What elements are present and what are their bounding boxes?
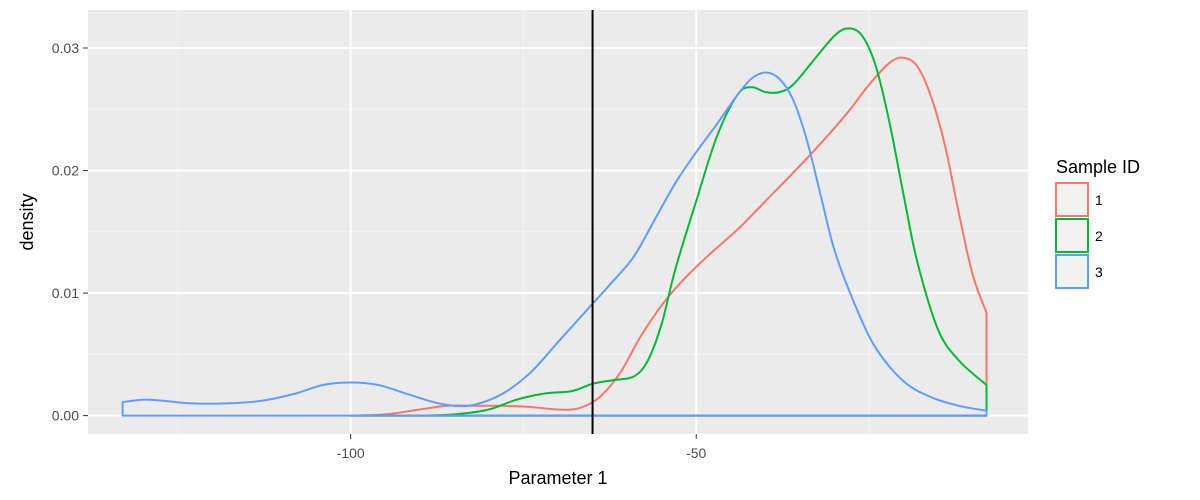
legend-key-series-3 [1055,254,1089,289]
legend-key-series-1 [1055,182,1089,217]
legend-label-series-3: 3 [1095,264,1103,280]
legend-title: Sample ID [1056,157,1140,177]
density-curve-series-3 [121,71,988,417]
legend: Sample ID 1 2 3 [1055,157,1140,289]
y-tick-label: 0.02 [52,163,79,179]
y-tick-label: 0.00 [52,408,79,424]
legend-label-series-1: 1 [1095,192,1103,208]
x-tick-label: -100 [337,445,365,461]
y-axis: 0.00 0.01 0.02 0.03 [52,40,88,424]
y-tick-label: 0.01 [52,285,79,301]
y-tick-label: 0.03 [52,40,79,56]
x-axis: -100 -50 [337,434,707,461]
density-curves [121,27,988,417]
y-axis-title: density [17,193,37,250]
legend-key-series-2 [1055,218,1089,253]
plot-panel [88,10,1028,434]
legend-label-series-2: 2 [1095,228,1103,244]
x-tick-label: -50 [686,445,706,461]
x-axis-title: Parameter 1 [508,468,607,488]
minor-grid [88,10,1028,434]
density-curve-series-1 [349,56,988,417]
